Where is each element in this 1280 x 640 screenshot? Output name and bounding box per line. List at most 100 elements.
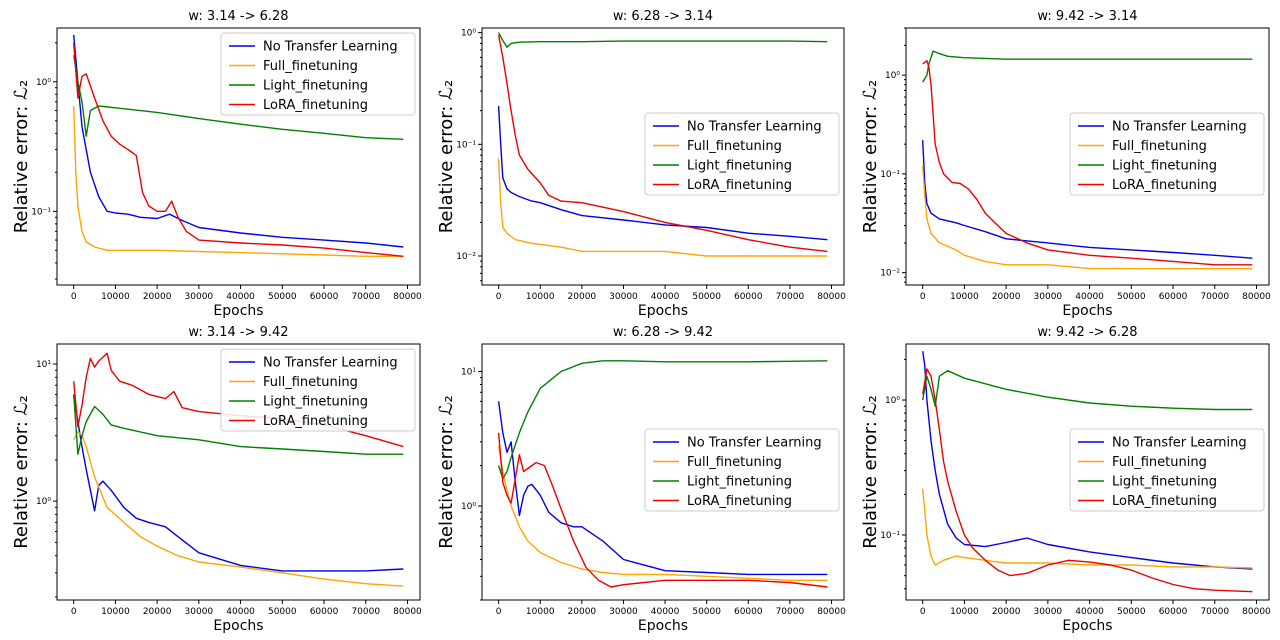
series-group — [73, 34, 404, 257]
legend-label: No Transfer Learning — [687, 120, 822, 135]
chart-panel: w: 3.14 -> 9.42 0 10000 20000 30000 40000 5000… — [11, 325, 422, 634]
x-tick-label: 30000 — [185, 607, 214, 617]
legend: No Transfer Learning Full_finetuning Light… — [220, 32, 416, 116]
y-axis-label: Relative error: ℒ₂ — [436, 80, 457, 234]
y-tick-label: 10⁰ — [885, 396, 900, 406]
legend-label: Light_finetuning — [1112, 159, 1217, 174]
legend-label: No Transfer Learning — [263, 356, 398, 371]
chart-title: w: 9.42 -> 6.28 — [1037, 325, 1137, 340]
x-tick-label: 60000 — [310, 292, 339, 302]
x-tick-label: 70000 — [351, 607, 380, 617]
y-tick-label: 10⁰ — [461, 29, 476, 39]
legend-label: No Transfer Learning — [687, 436, 822, 451]
series-line-full-finetuning — [73, 431, 404, 587]
x-tick-label: 10000 — [526, 292, 555, 302]
x-tick-label: 40000 — [1075, 292, 1104, 302]
x-tick-label: 70000 — [1200, 607, 1229, 617]
y-axis-label: Relative error: ℒ₂ — [436, 395, 457, 549]
x-tick-label: 80000 — [817, 607, 846, 617]
y-tick-label: 10⁻² — [880, 269, 900, 279]
x-tick-label: 40000 — [1075, 607, 1104, 617]
x-tick-label: 40000 — [651, 292, 680, 302]
legend-box — [1069, 428, 1265, 512]
x-tick-label: 0 — [496, 607, 502, 617]
x-tick-label: 70000 — [351, 292, 380, 302]
chart-title: w: 3.14 -> 9.42 — [188, 325, 288, 340]
y-axis-label: Relative error: ℒ₂ — [860, 395, 881, 549]
series-line-no-transfer-learning — [73, 394, 404, 572]
x-axis-label: Epochs — [638, 303, 688, 319]
y-tick-label: 10⁻¹ — [880, 531, 900, 541]
x-tick-label: 30000 — [185, 292, 214, 302]
legend-label: LoRA_finetuning — [263, 98, 368, 113]
series-group — [922, 351, 1253, 593]
legend: No Transfer Learning Full_finetuning Light… — [220, 348, 416, 432]
x-tick-label: 30000 — [609, 292, 638, 302]
series-line-full-finetuning — [922, 166, 1253, 270]
series-line-light-finetuning — [497, 360, 828, 480]
legend-box — [644, 428, 840, 512]
y-axis-label: Relative error: ℒ₂ — [860, 80, 881, 234]
x-tick-label: 0 — [920, 607, 926, 617]
x-tick-label: 0 — [920, 292, 926, 302]
legend-label: No Transfer Learning — [263, 40, 398, 55]
legend-box — [1069, 112, 1265, 196]
x-tick-label: 20000 — [143, 607, 172, 617]
series-line-light-finetuning — [497, 32, 828, 48]
series-line-lora-finetuning — [922, 60, 1253, 266]
y-axis-label: Relative error: ℒ₂ — [11, 395, 32, 549]
chart-title: w: 6.28 -> 3.14 — [613, 9, 713, 24]
x-tick-label: 0 — [71, 292, 77, 302]
legend-label: Light_finetuning — [687, 159, 792, 174]
y-tick-label: 10¹ — [461, 367, 476, 377]
x-tick-label: 20000 — [992, 607, 1021, 617]
y-tick-label: 10⁻¹ — [456, 140, 476, 150]
x-tick-label: 60000 — [734, 607, 763, 617]
legend-label: Full_finetuning — [263, 375, 358, 390]
plot-frame — [905, 27, 1270, 286]
x-tick-label: 10000 — [101, 607, 130, 617]
plot-frame — [56, 343, 421, 601]
x-tick-label: 60000 — [310, 607, 339, 617]
series-line-no-transfer-learning — [73, 34, 404, 248]
legend: No Transfer Learning Full_finetuning Light… — [1069, 112, 1265, 196]
chart-panel: w: 6.28 -> 3.14 0 10000 20000 30000 40000 5000… — [436, 9, 846, 319]
series-line-light-finetuning — [922, 50, 1253, 83]
x-tick-label: 70000 — [1200, 292, 1229, 302]
x-tick-label: 80000 — [1242, 607, 1271, 617]
x-tick-label: 30000 — [1034, 607, 1063, 617]
x-axis-label: Epochs — [638, 618, 688, 634]
plot-frame — [481, 27, 845, 286]
series-group — [497, 32, 828, 257]
x-tick-label: 70000 — [776, 292, 805, 302]
x-axis-label: Epochs — [213, 618, 263, 634]
x-tick-label: 50000 — [692, 292, 721, 302]
x-tick-label: 10000 — [101, 292, 130, 302]
x-tick-label: 20000 — [568, 292, 597, 302]
y-tick-label: 10⁻¹ — [880, 170, 900, 180]
x-tick-label: 40000 — [226, 292, 255, 302]
legend: No Transfer Learning Full_finetuning Light… — [1069, 428, 1265, 512]
x-tick-label: 80000 — [1242, 292, 1271, 302]
legend-label: Light_finetuning — [263, 395, 368, 410]
chart-title: w: 6.28 -> 9.42 — [613, 325, 713, 340]
x-tick-label: 50000 — [268, 607, 297, 617]
chart-panel: w: 9.42 -> 3.14 0 10000 20000 30000 40000 5000… — [860, 9, 1271, 319]
x-tick-label: 40000 — [651, 607, 680, 617]
legend-label: Full_finetuning — [1112, 455, 1207, 470]
series-line-lora-finetuning — [497, 432, 828, 588]
legend-label: LoRA_finetuning — [687, 178, 792, 193]
series-line-no-transfer-learning — [497, 106, 828, 241]
x-axis-label: Epochs — [213, 303, 263, 319]
x-tick-label: 50000 — [268, 292, 297, 302]
x-tick-label: 50000 — [692, 607, 721, 617]
series-line-full-finetuning — [73, 105, 404, 257]
series-line-light-finetuning — [922, 370, 1253, 411]
chart-title: w: 9.42 -> 3.14 — [1037, 9, 1137, 24]
x-tick-label: 30000 — [1034, 292, 1063, 302]
series-line-full-finetuning — [497, 158, 828, 257]
series-line-lora-finetuning — [497, 34, 828, 253]
legend-label: Full_finetuning — [1112, 139, 1207, 154]
x-tick-label: 40000 — [226, 607, 255, 617]
